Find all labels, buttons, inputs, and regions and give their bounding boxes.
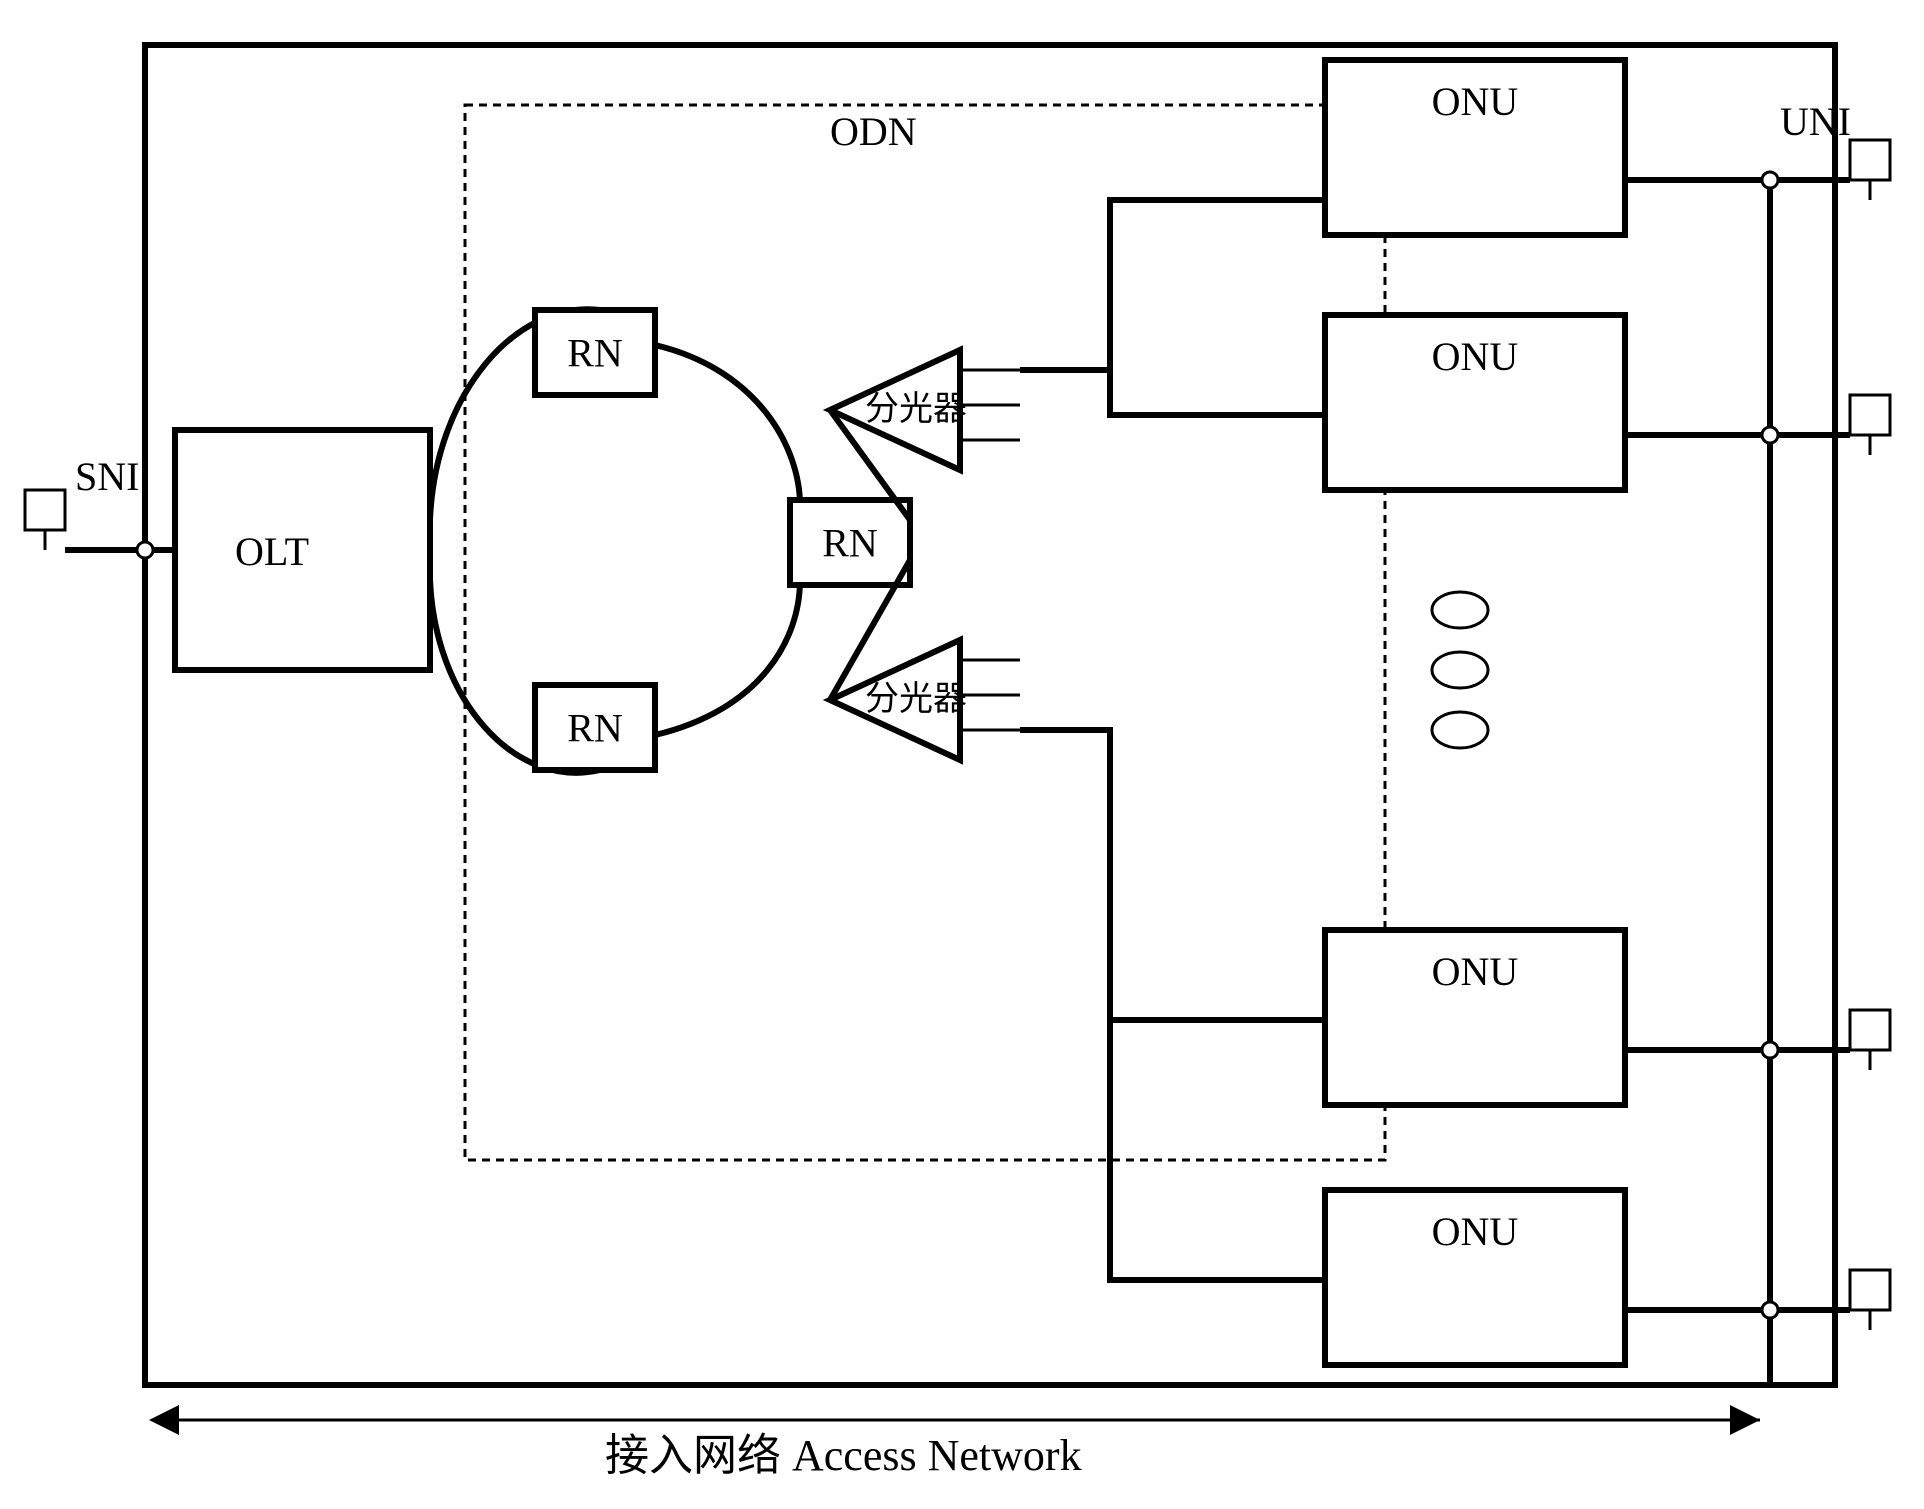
splitter-top-label: 分光器 (865, 390, 967, 428)
uni-port-1 (1850, 395, 1890, 435)
splitter-bottom-label: 分光器 (865, 680, 967, 718)
onu-label-1: ONU (1432, 334, 1519, 379)
odn-label: ODN (830, 109, 917, 154)
uni-node-circle-2 (1762, 1042, 1778, 1058)
rn-mid-label: RN (822, 521, 878, 566)
uni-label: UNI (1780, 99, 1851, 144)
uni-port-3 (1850, 1270, 1890, 1310)
sni-label: SNI (75, 454, 139, 499)
uni-port-2 (1850, 1010, 1890, 1050)
uni-node-circle-3 (1762, 1302, 1778, 1318)
uni-port-0 (1850, 140, 1890, 180)
onu-label-2: ONU (1432, 949, 1519, 994)
rn-bottom-label: RN (567, 706, 623, 751)
olt-label: OLT (235, 529, 309, 574)
onu-label-0: ONU (1432, 79, 1519, 124)
onu-label-3: ONU (1432, 1209, 1519, 1254)
uni-node-circle-1 (1762, 427, 1778, 443)
access-network-frame (145, 45, 1835, 1385)
caption-text: 接入网络 Access Network (605, 1431, 1082, 1480)
sni-node-circle (137, 542, 153, 558)
uni-node-circle-0 (1762, 172, 1778, 188)
rn-top-label: RN (567, 331, 623, 376)
sni-port (25, 490, 65, 530)
